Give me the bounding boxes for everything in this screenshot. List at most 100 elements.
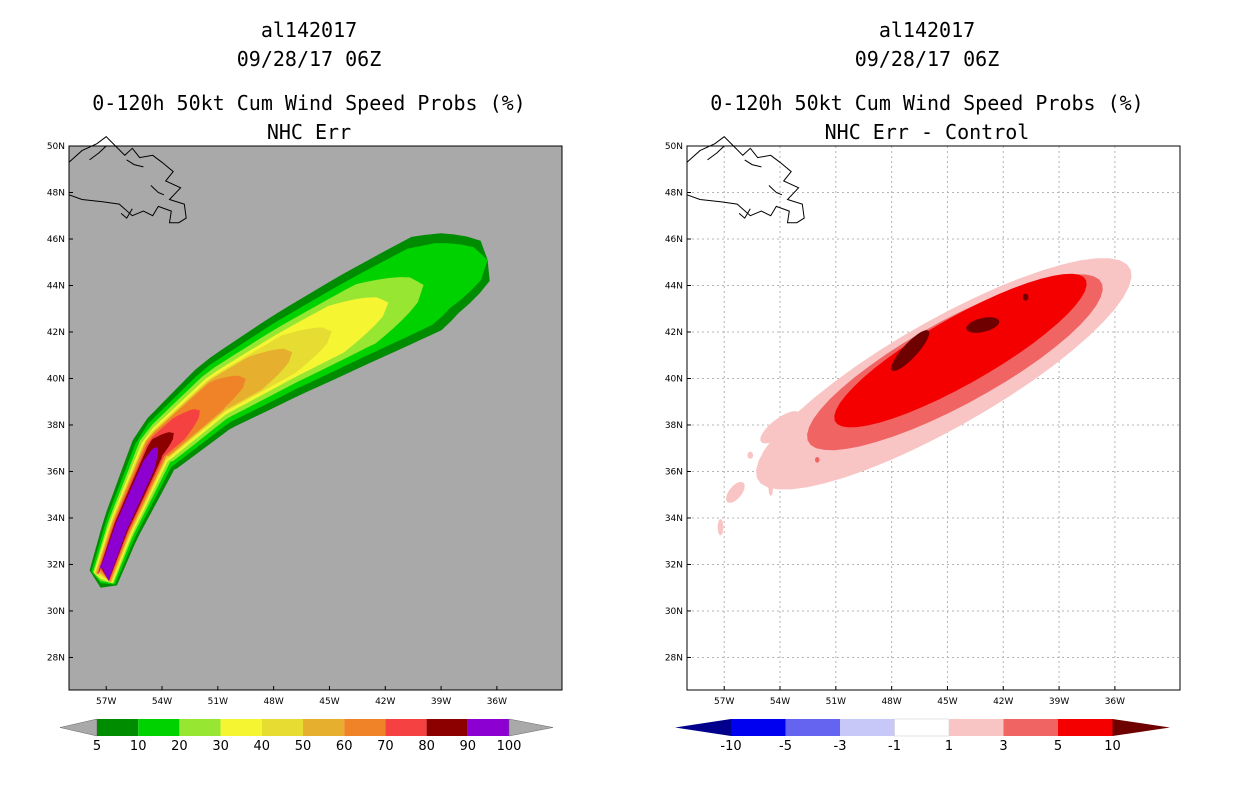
colorbar-swatch [261,719,303,736]
colorbar-swatch [344,719,386,736]
y-tick-label: 46N [665,235,683,245]
y-tick-label: 50N [47,142,65,152]
colorbar-swatch [426,719,468,736]
y-tick-label: 48N [665,188,683,198]
colorbar-under-arrow [59,718,98,737]
colorbar-label: 50 [295,739,312,754]
coastline [68,136,187,224]
colorbar-swatch [303,719,345,736]
colorbar-label: -3 [834,739,847,754]
colorbar-label: 40 [254,739,271,754]
probability-map: 57W 54W 51W 48W 45W 42W 39W 36W 28N 30N 32N 34N 36N 3… [47,136,563,754]
colorbar-label: 100 [497,739,522,754]
colorbar-label: 90 [460,739,477,754]
colorbar-label: 5 [93,739,101,754]
colorbar-under-arrow [675,719,731,736]
y-tick-label: 48N [47,188,65,198]
right-chart-panel: al142017 09/28/17 06Z 0-120h 50kt Cum Wi… [618,0,1236,800]
y-tick-label: 42N [47,328,65,338]
colorbar-swatch [97,719,139,736]
y-tick-label: 44N [47,281,65,291]
coastline [89,145,107,161]
storm-id: al142017 [878,18,976,42]
y-tick-label: 28N [665,653,683,663]
difference-patch [760,411,800,444]
colorbar-label: -1 [888,739,901,754]
y-tick-label: 40N [665,374,683,384]
x-tick-label: 42W [375,697,395,707]
colorbar-swatch [731,719,786,736]
datetime: 09/28/17 06Z [236,47,382,71]
colorbar: 5 10 20 30 40 50 60 70 80 90 100 [59,718,554,754]
colorbar-over-arrow [508,718,554,737]
colorbar: -10 -5 -3 -1 1 3 5 10 [675,718,1170,754]
x-tick-label: 48W [263,697,283,707]
colorbar-label: 20 [171,739,188,754]
y-tick-label: 50N [665,142,683,152]
y-tick-label: 30N [47,607,65,617]
y-tick-label: 28N [47,653,65,663]
difference-contour [966,317,1000,333]
x-tick-label: 36W [1105,697,1125,707]
y-tick-label: 40N [47,374,65,384]
x-tick-label: 57W [96,697,116,707]
plot-background [69,146,562,690]
x-tick-label: 54W [770,697,790,707]
colorbar-label: 5 [1054,739,1062,754]
x-tick-label: 51W [208,697,228,707]
y-tick-label: 32N [665,560,683,570]
colorbar-label: 10 [130,739,147,754]
storm-id: al142017 [260,18,358,42]
difference-map: 57W 54W 51W 48W 45W 42W 39W 36W 28N 30N 32N 34N 36N 3… [665,136,1181,754]
colorbar-swatch [785,719,840,736]
x-tick-label: 54W [152,697,172,707]
chart-subtitle: NHC Err [266,120,352,144]
colorbar-swatch [1058,719,1113,736]
y-tick-label: 32N [47,560,65,570]
difference-contour [891,330,930,371]
y-tick-label: 38N [47,421,65,431]
chart-title: 0-120h 50kt Cum Wind Speed Probs (%) [710,91,1144,115]
y-tick-label: 36N [665,467,683,477]
colorbar-label: -5 [779,739,792,754]
x-tick-label: 57W [714,697,734,707]
colorbar-over-arrow [1112,719,1170,736]
difference-contour [1022,293,1029,301]
colorbar-swatch [220,719,262,736]
colorbar-swatch [894,718,950,737]
coastline [126,159,144,168]
difference-patch [815,457,820,463]
colorbar-label: -10 [720,739,741,754]
y-tick-label: 44N [665,281,683,291]
coastline [768,185,783,196]
colorbar-swatch [385,719,427,736]
probability-contour-90 [98,447,159,581]
colorbar-label: 10 [1104,739,1121,754]
colorbar-swatch [138,719,180,736]
colorbar-label: 1 [945,739,953,754]
y-tick-label: 34N [665,514,683,524]
coastline [744,159,762,168]
difference-patch [726,482,745,503]
x-tick-label: 45W [319,697,339,707]
difference-patch [768,479,773,496]
coastline [120,208,133,219]
colorbar-swatch [467,719,509,736]
chart-title: 0-120h 50kt Cum Wind Speed Probs (%) [92,91,526,115]
colorbar-swatch [1003,719,1058,736]
difference-patch [747,451,753,459]
coastline [738,208,751,219]
x-tick-label: 39W [1049,697,1069,707]
x-tick-label: 48W [881,697,901,707]
colorbar-label: 70 [377,739,394,754]
coastline [707,145,725,161]
colorbar-label: 80 [418,739,435,754]
y-tick-label: 36N [47,467,65,477]
x-tick-label: 51W [826,697,846,707]
difference-contour [834,273,1087,428]
colorbar-label: 60 [336,739,353,754]
y-tick-label: 38N [665,421,683,431]
colorbar-swatch [179,719,221,736]
y-tick-label: 46N [47,235,65,245]
y-tick-label: 42N [665,328,683,338]
